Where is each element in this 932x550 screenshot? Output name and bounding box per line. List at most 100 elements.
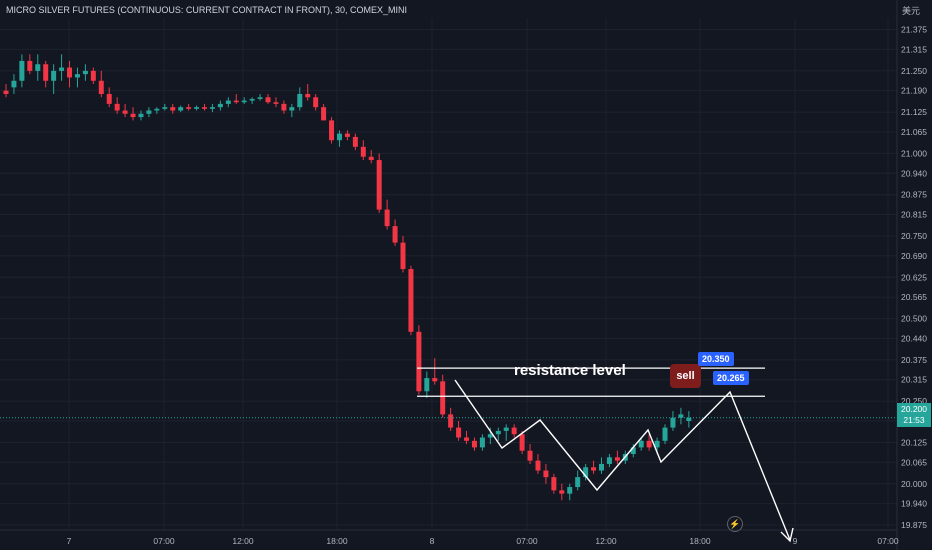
upper-level-badge: 20.350: [698, 352, 734, 366]
candle-body: [638, 440, 644, 448]
candle-body: [51, 70, 57, 81]
candle-body: [257, 97, 263, 99]
candle-body: [567, 487, 573, 494]
candle-body: [67, 67, 73, 78]
candle-body: [599, 463, 604, 471]
candle-body: [384, 209, 390, 227]
countdown-value: 21:53: [903, 415, 925, 425]
candle-body: [630, 447, 636, 455]
x-axis: 7 07:00 12:00 18:00 8 07:00 12:00 18:00 9 07:00: [67, 536, 899, 546]
candle-body: [646, 440, 652, 448]
candle-body: [408, 269, 414, 332]
candle-body: [19, 60, 25, 81]
candle-body: [122, 110, 128, 114]
candle-body: [376, 160, 382, 210]
x-tick-label: 07:00: [153, 536, 175, 546]
drawing-overlay: [0, 367, 897, 543]
candle-body: [178, 107, 184, 111]
candle-body: [344, 133, 350, 137]
y-tick-label: 20.875: [901, 190, 927, 200]
candle-body: [527, 450, 533, 461]
candle-body: [98, 80, 104, 94]
x-tick-label: 8: [430, 536, 435, 546]
candle-body: [487, 434, 493, 438]
x-tick-label: 18:00: [689, 536, 711, 546]
x-tick-label: 12:00: [595, 536, 617, 546]
candle-body: [11, 80, 17, 88]
candle-body: [313, 97, 319, 108]
candle-body: [479, 437, 485, 448]
candle-body: [225, 100, 231, 104]
y-tick-label: 21.250: [901, 66, 927, 76]
candle-body: [138, 113, 144, 118]
y-tick-label: 19.940: [901, 499, 927, 509]
y-tick-label: 20.750: [901, 231, 927, 241]
x-tick-label: 07:00: [516, 536, 538, 546]
candle-body: [368, 156, 374, 161]
candle-body: [662, 427, 668, 441]
candle-body: [392, 226, 398, 243]
resistance-label: resistance level: [514, 362, 626, 379]
grid: [0, 0, 898, 550]
candle-body: [503, 427, 509, 431]
candle-body: [162, 107, 168, 109]
y-tick-label: 21.125: [901, 107, 927, 117]
x-tick-label: 9: [793, 536, 798, 546]
candle-body: [74, 74, 80, 78]
x-tick-label: 18:00: [326, 536, 348, 546]
lightning-icon[interactable]: ⚡: [727, 516, 743, 532]
candle-body: [424, 378, 430, 392]
y-tick-label: 20.440: [901, 333, 927, 343]
candle-body: [519, 434, 525, 451]
arrow-head: [780, 527, 794, 543]
candle-body: [670, 417, 676, 428]
candle-body: [297, 93, 303, 108]
x-tick-label: 12:00: [232, 536, 254, 546]
chart-title: MICRO SILVER FUTURES (CONTINUOUS: CURREN…: [6, 5, 408, 15]
candle-body: [360, 146, 366, 157]
zigzag-path: [454, 379, 791, 541]
currency-label: 美元: [901, 6, 920, 16]
candle-body: [448, 414, 454, 428]
candle-body: [3, 90, 9, 94]
candle-body: [591, 467, 597, 471]
candle-body: [432, 378, 438, 382]
candle-body: [654, 440, 660, 448]
candle-body: [440, 381, 446, 415]
candle-body: [464, 437, 470, 441]
y-tick-label: 20.315: [901, 375, 927, 385]
candle-body: [217, 103, 223, 108]
y-tick-label: 20.940: [901, 168, 927, 178]
y-tick-label: 21.190: [901, 86, 927, 96]
candle-body: [273, 102, 279, 104]
y-tick-label: 19.875: [901, 520, 927, 530]
y-tick-label: 21.065: [901, 127, 927, 137]
candle-body: [495, 430, 501, 435]
y-tick-label: 20.500: [901, 314, 927, 324]
x-tick-label: 7: [67, 536, 72, 546]
candle-body: [614, 457, 620, 461]
candle-body: [336, 133, 342, 141]
candle-body: [265, 97, 271, 103]
candle-body: [575, 477, 581, 488]
candle-body: [35, 64, 41, 71]
candle-body: [194, 107, 200, 109]
candle-body: [154, 108, 160, 111]
candle-body: [209, 107, 215, 109]
candle-body: [305, 93, 311, 98]
candle-body: [281, 103, 287, 111]
candle-body: [352, 136, 358, 147]
y-tick-label: 21.000: [901, 148, 927, 158]
candle-body: [400, 242, 406, 270]
candle-body: [27, 60, 33, 71]
candle-body: [678, 414, 684, 418]
candle-body: [321, 107, 327, 121]
candle-body: [146, 110, 152, 114]
candle-body: [114, 103, 120, 111]
sell-badge[interactable]: sell: [670, 364, 701, 388]
candle-body: [233, 100, 239, 103]
candle-body: [686, 417, 692, 421]
candle-body: [416, 331, 422, 392]
last-price-badge: 20.200 21:53: [897, 403, 931, 427]
y-tick-label: 20.565: [901, 292, 927, 302]
